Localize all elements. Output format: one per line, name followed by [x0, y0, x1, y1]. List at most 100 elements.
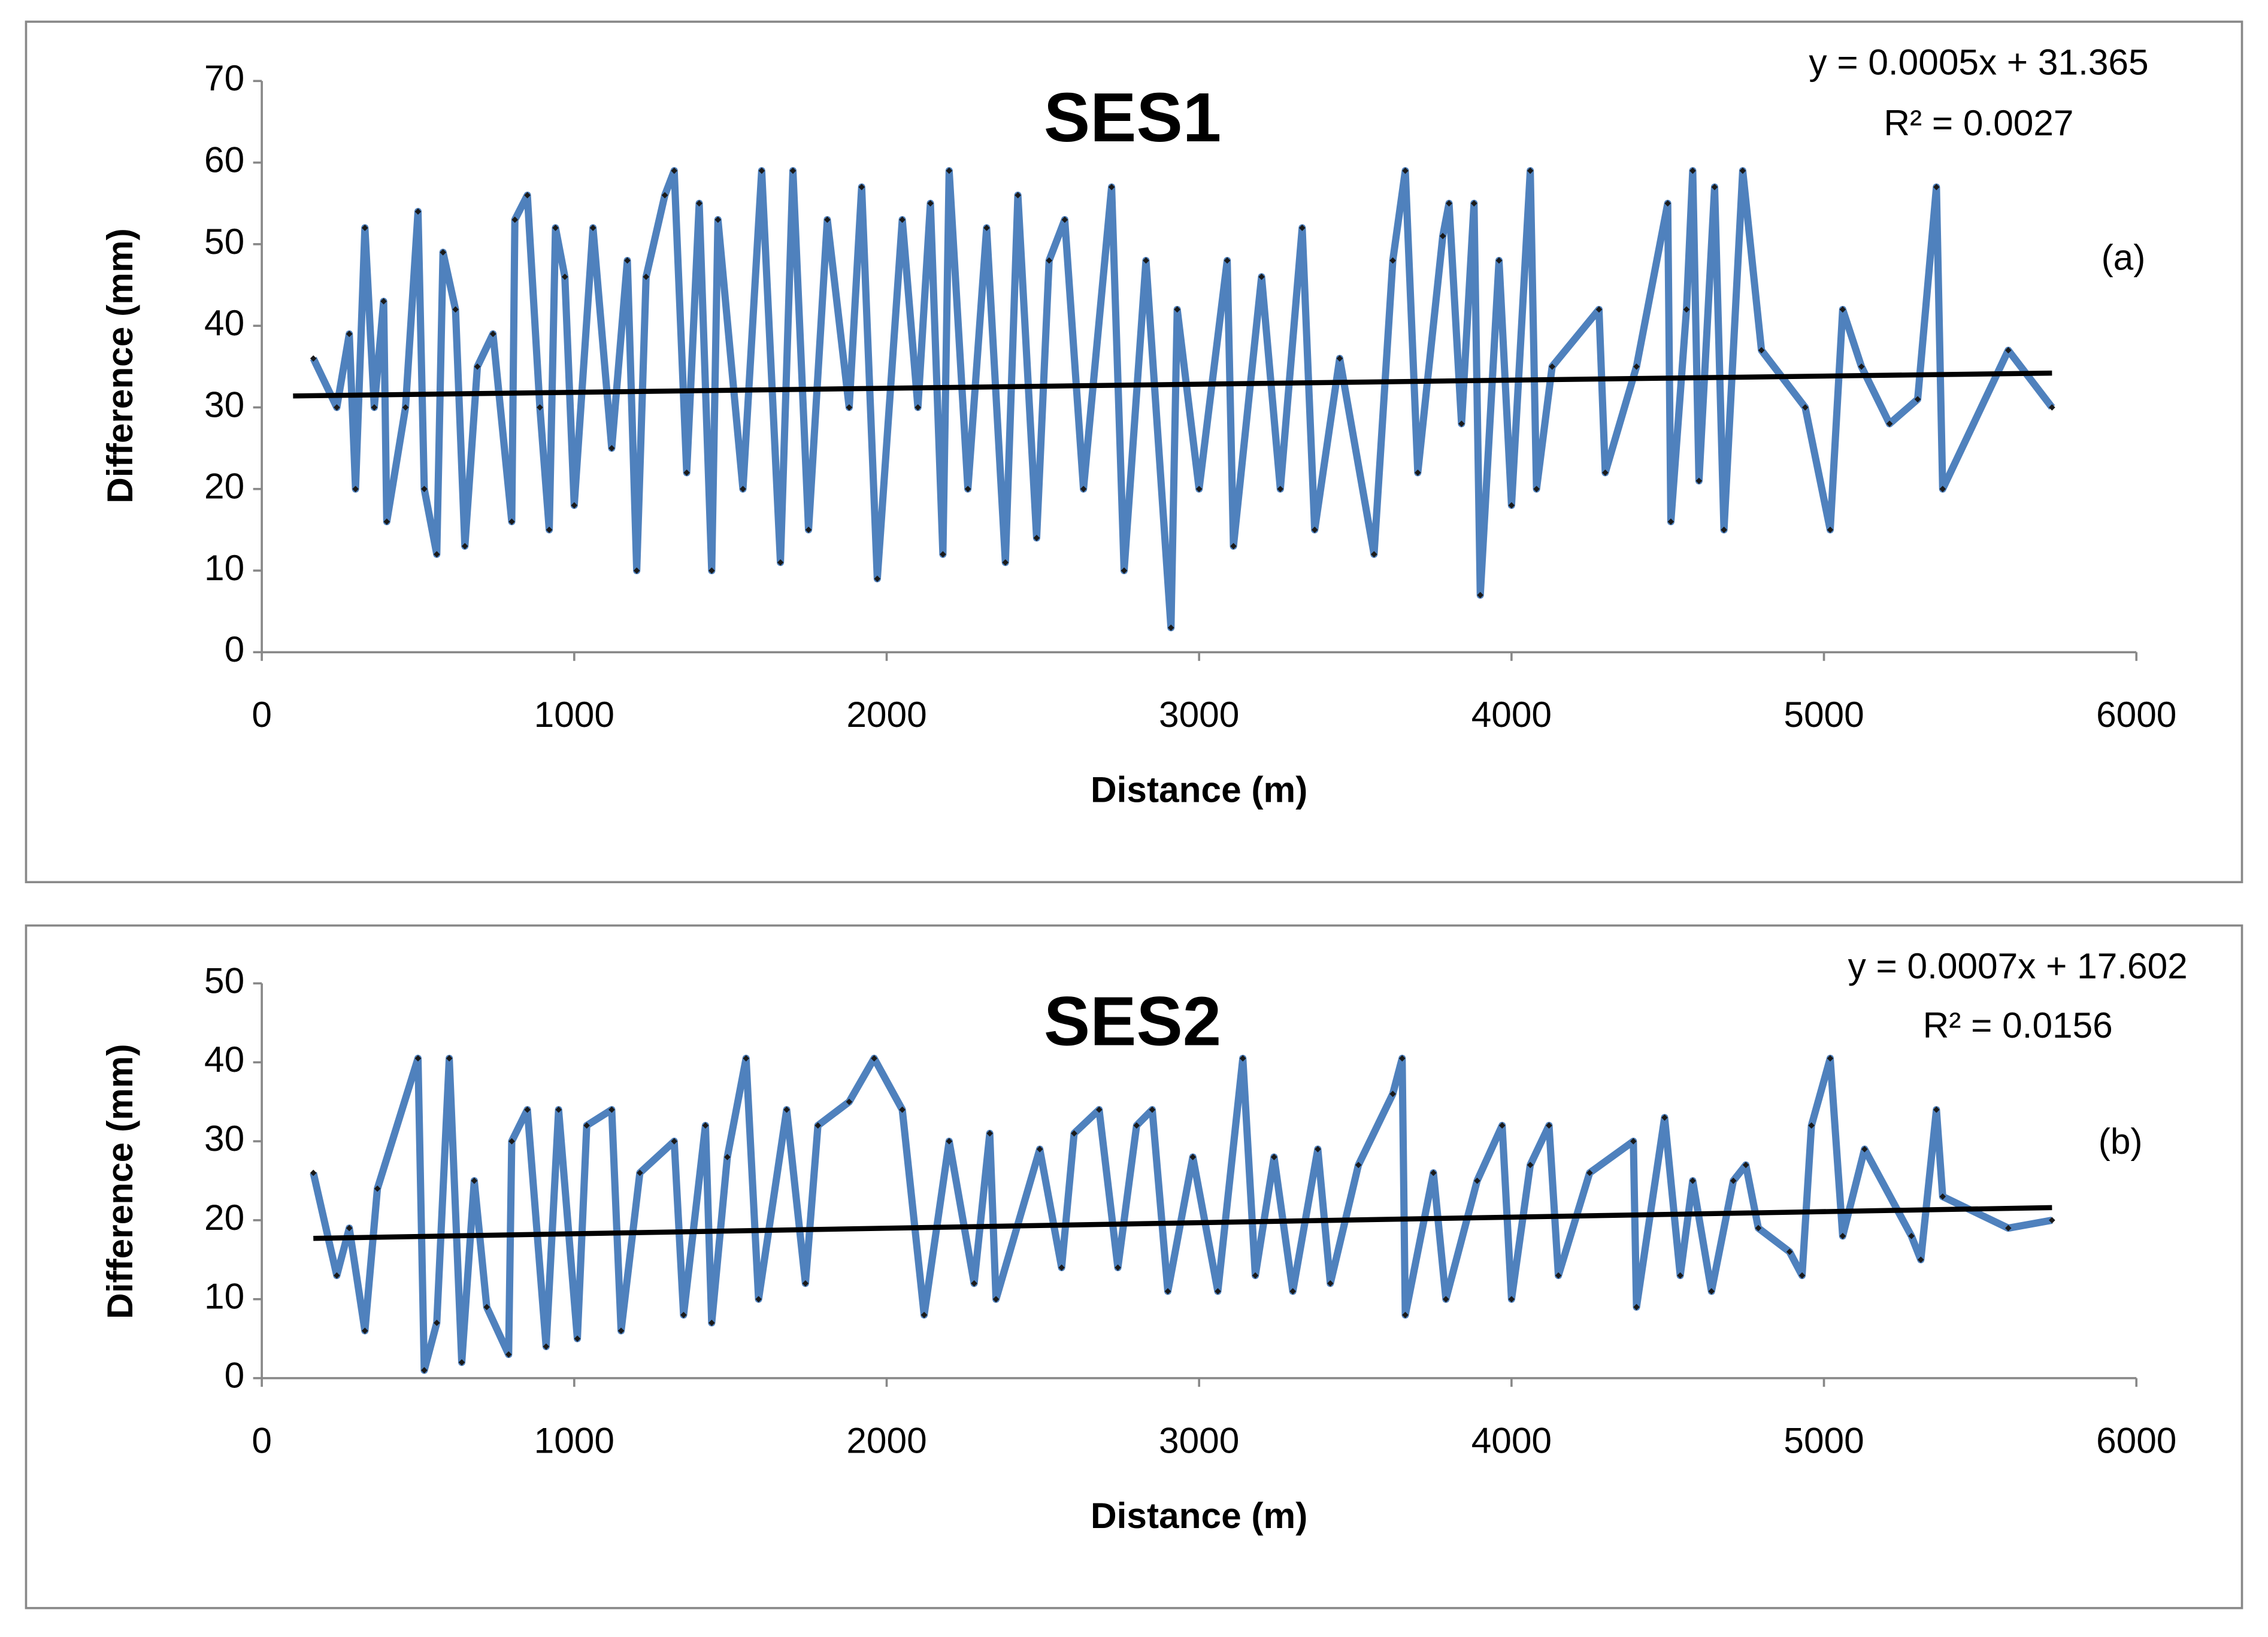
data-point — [1327, 1280, 1334, 1287]
data-point — [986, 1130, 993, 1137]
data-point — [1311, 526, 1318, 533]
data-point — [421, 1367, 428, 1374]
data-point — [461, 542, 468, 550]
data-point — [920, 1311, 928, 1318]
data-point — [440, 249, 447, 256]
data-point — [1398, 1055, 1406, 1062]
y-tick-label: 60 — [204, 139, 244, 180]
data-point — [1474, 1177, 1480, 1184]
y-tick-label: 10 — [204, 547, 244, 588]
data-point — [1630, 1138, 1637, 1145]
data-point — [743, 1055, 750, 1062]
data-point — [471, 1177, 478, 1184]
data-point — [474, 363, 481, 370]
data-point — [1586, 1169, 1593, 1177]
data-point — [708, 1320, 715, 1326]
data-point — [1827, 526, 1834, 533]
data-point — [1633, 1303, 1640, 1311]
data-point — [899, 216, 906, 223]
data-point — [814, 1122, 822, 1129]
data-point — [414, 208, 422, 215]
data-point — [1498, 1122, 1506, 1129]
data-point — [1939, 1193, 1946, 1200]
data-point — [1402, 167, 1409, 174]
data-point — [1808, 1122, 1815, 1129]
y-tick-label: 10 — [204, 1276, 244, 1317]
data-point — [374, 1185, 381, 1192]
trend-line — [293, 370, 2052, 399]
data-point — [1015, 192, 1021, 199]
data-point — [1555, 1272, 1562, 1279]
data-point — [524, 192, 531, 199]
x-axis-label: Distance (m) — [1091, 1495, 1307, 1536]
data-point — [1252, 1272, 1259, 1279]
data-point — [1827, 1055, 1834, 1062]
data-point — [1315, 1145, 1321, 1153]
data-point — [1786, 1248, 1793, 1255]
y-tick-label: 30 — [204, 384, 244, 425]
data-point — [783, 1107, 790, 1113]
data-point — [983, 225, 990, 231]
data-point — [1886, 420, 1893, 427]
data-point — [1046, 257, 1053, 264]
trend-line — [313, 1205, 2052, 1241]
data-point — [1355, 1162, 1362, 1168]
x-tick-label: 4000 — [1471, 694, 1552, 735]
data-point — [1839, 306, 1846, 313]
data-point — [964, 486, 971, 492]
data-point — [940, 551, 946, 558]
x-axis-label: Distance (m) — [1091, 769, 1307, 810]
data-point — [1508, 1296, 1515, 1303]
data-point — [927, 200, 934, 207]
data-point — [1061, 216, 1068, 223]
data-point — [608, 1107, 615, 1113]
data-point — [1755, 1224, 1762, 1232]
y-tick-label: 0 — [225, 629, 245, 669]
data-point — [1164, 1288, 1171, 1295]
data-point — [1442, 1296, 1449, 1303]
data-point — [1527, 1162, 1534, 1168]
data-point — [1914, 396, 1921, 403]
data-point — [1224, 257, 1231, 264]
data-point — [1908, 1232, 1915, 1239]
data-point — [1115, 1264, 1121, 1271]
data-point — [1861, 1145, 1868, 1153]
data-point — [2005, 1224, 2012, 1232]
y-tick-label: 40 — [204, 302, 244, 343]
data-point — [2049, 1217, 2055, 1224]
data-point — [1258, 274, 1265, 280]
data-point — [789, 167, 797, 174]
data-point — [433, 1320, 440, 1326]
data-point — [846, 404, 853, 411]
data-point — [946, 167, 953, 174]
data-point — [1271, 1154, 1277, 1160]
data-point — [1664, 200, 1672, 207]
panel-frame — [25, 924, 2243, 1609]
data-point — [1933, 1107, 1940, 1113]
data-point — [1470, 200, 1477, 207]
data-point — [702, 1122, 709, 1129]
x-tick-label: 5000 — [1783, 694, 1864, 735]
data-point — [1939, 486, 1946, 492]
data-point — [1402, 1311, 1409, 1318]
data-point — [1389, 1090, 1396, 1098]
data-point — [1058, 1264, 1065, 1271]
data-point — [1002, 559, 1009, 566]
data-point — [1149, 1107, 1156, 1113]
data-point — [992, 1296, 1000, 1303]
data-point — [1798, 1272, 1806, 1279]
data-point — [971, 1280, 977, 1287]
data-point — [1533, 486, 1540, 492]
r-squared: R² = 0.0156 — [1923, 1005, 2113, 1045]
y-axis-label: Difference (mm) — [99, 228, 140, 504]
data-point — [1143, 257, 1149, 264]
y-tick-label: 70 — [204, 57, 244, 98]
data-point — [899, 1107, 906, 1113]
x-tick-label: 6000 — [2096, 1420, 2176, 1460]
data-point — [1036, 1145, 1043, 1153]
data-point — [1446, 200, 1452, 207]
y-tick-label: 50 — [204, 960, 244, 1001]
trend-equation: y = 0.0005x + 31.365 — [1809, 42, 2148, 83]
data-point — [1677, 1272, 1683, 1279]
